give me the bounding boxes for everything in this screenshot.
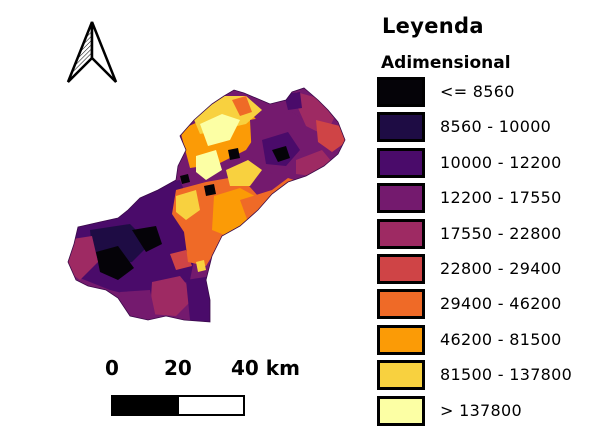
- zone-black-speckle-1: [204, 184, 216, 196]
- zone-magenta-west: [68, 236, 98, 280]
- legend-swatch: [377, 324, 425, 355]
- legend-label: 10000 - 12200: [440, 152, 562, 172]
- legend-label: <= 8560: [440, 82, 515, 101]
- zone-yellow-central: [176, 190, 200, 220]
- legend-swatch: [377, 253, 425, 284]
- zone-red-se: [296, 150, 332, 176]
- zone-purple-south: [120, 290, 156, 320]
- legend-swatch: [377, 147, 425, 178]
- zone-dark-south: [186, 276, 212, 322]
- legend-swatch: [377, 395, 425, 426]
- zone-black-east: [272, 146, 290, 162]
- zone-red-small: [170, 250, 192, 270]
- scale-label-20: 20: [164, 356, 192, 380]
- legend-label: 8560 - 10000: [440, 117, 552, 137]
- north-arrow-icon: [66, 21, 118, 83]
- legend-label: 29400 - 46200: [440, 294, 562, 314]
- legend-title: Leyenda: [382, 14, 484, 38]
- scale-label-0: 0: [105, 356, 119, 380]
- scale-bar: [111, 395, 245, 416]
- legend-swatch: [377, 112, 425, 143]
- legend-swatch: [377, 183, 425, 214]
- zone-red-east: [316, 120, 345, 152]
- legend-label: 12200 - 17550: [440, 188, 562, 208]
- legend-swatch: [377, 77, 425, 107]
- zone-red-south: [150, 276, 196, 316]
- zone-black-speckle-3: [228, 148, 240, 160]
- catchment-outline: [67, 87, 346, 323]
- legend-label: 46200 - 81500: [440, 329, 562, 349]
- zone-black-west: [96, 246, 134, 280]
- legend-subtitle: Adimensional: [381, 53, 511, 73]
- zone-black-speckle-2: [180, 174, 190, 184]
- zone-black-mid: [132, 226, 162, 252]
- catchment-map: [68, 88, 345, 322]
- legend-label: 81500 - 137800: [440, 365, 573, 385]
- legend-label: 22800 - 29400: [440, 258, 562, 278]
- legend-label: > 137800: [440, 400, 522, 420]
- legend-swatch: [377, 218, 425, 249]
- legend-swatch: [377, 289, 425, 320]
- zone-pale-north: [200, 114, 240, 146]
- scale-label-40km: 40 km: [231, 356, 300, 380]
- zone-orange-ne: [232, 96, 252, 116]
- legend-swatch: [377, 360, 425, 391]
- zone-pale-central: [196, 150, 222, 180]
- legend-label: 17550 - 22800: [440, 223, 562, 243]
- zone-yellow-speckle: [196, 260, 206, 272]
- zone-yellow-mid: [226, 160, 262, 186]
